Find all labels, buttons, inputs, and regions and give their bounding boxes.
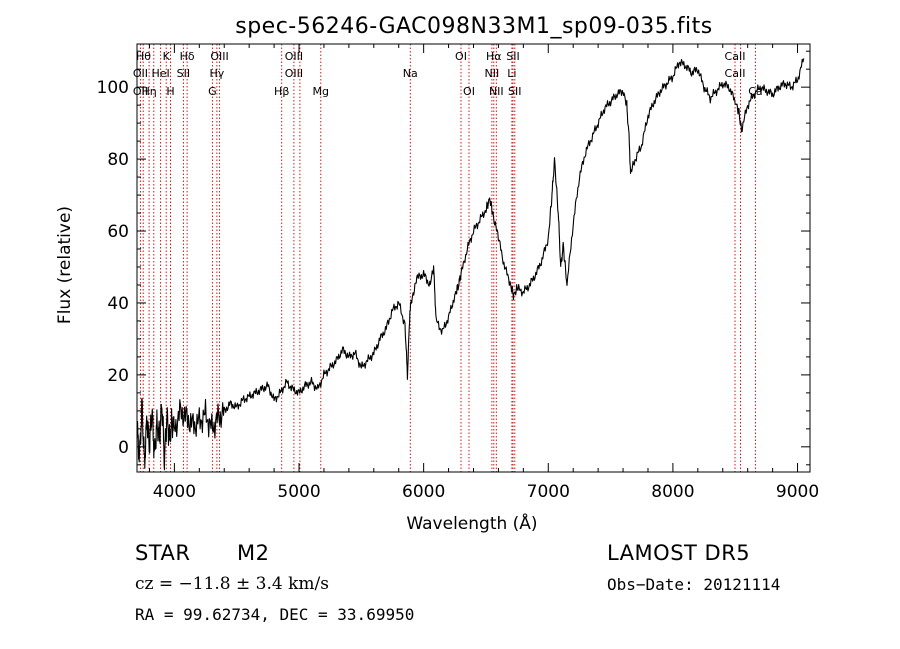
y-tick-label: 0 bbox=[118, 438, 129, 458]
line-label: K bbox=[163, 50, 171, 63]
chart-title: spec-56246-GAC098N33M1_sp09-035.fits bbox=[235, 14, 713, 39]
observation-date: Obs−Date: 20121114 bbox=[607, 575, 781, 594]
y-tick-label: 100 bbox=[97, 78, 129, 98]
y-tick-label: 80 bbox=[107, 150, 129, 170]
x-axis-label: Wavelength (Å) bbox=[406, 512, 537, 534]
axes: 4000 5000 6000 7000 8000 9000 0 20 40 60 80 100 bbox=[97, 44, 819, 502]
line-label: Li bbox=[507, 67, 516, 80]
survey-release: LAMOST DR5 bbox=[607, 541, 751, 565]
line-label: SII bbox=[508, 85, 521, 98]
line-label: OI bbox=[463, 85, 475, 98]
line-label: Hγ bbox=[210, 67, 225, 80]
line-label: Mg bbox=[313, 85, 329, 98]
line-label: Hδ bbox=[180, 50, 195, 63]
line-label: CaII bbox=[725, 67, 746, 80]
redshift-cz: cz = −11.8 ± 3.4 km/s bbox=[135, 574, 329, 594]
object-type: STAR bbox=[135, 541, 191, 565]
line-label: OIII bbox=[285, 50, 303, 63]
spectrum-line bbox=[136, 58, 805, 471]
line-label: Hη bbox=[141, 85, 156, 98]
y-tick-label: 20 bbox=[107, 366, 129, 386]
ra-dec-coordinates: RA = 99.62734, DEC = 33.69950 bbox=[135, 605, 415, 624]
x-tick-label: 8000 bbox=[651, 482, 694, 502]
x-tick-label: 9000 bbox=[776, 482, 819, 502]
y-tick-label: 60 bbox=[107, 222, 129, 242]
y-tick-label: 40 bbox=[107, 294, 129, 314]
spectrum-chart: spec-56246-GAC098N33M1_sp09-035.fits Hθ K… bbox=[55, 14, 819, 534]
line-label: SII bbox=[177, 67, 190, 80]
line-label: NII bbox=[489, 85, 504, 98]
subclass: M2 bbox=[237, 541, 270, 565]
line-label: OIII bbox=[210, 50, 228, 63]
x-tick-label: 4000 bbox=[153, 482, 196, 502]
line-label: CaII bbox=[725, 50, 746, 63]
line-label: HeI bbox=[151, 67, 169, 80]
x-tick-label: 5000 bbox=[277, 482, 320, 502]
line-label: SII bbox=[506, 50, 519, 63]
x-tick-label: 6000 bbox=[402, 482, 445, 502]
line-label: OIII bbox=[285, 67, 303, 80]
line-label: Hα bbox=[486, 50, 502, 63]
line-label: Hβ bbox=[274, 85, 289, 98]
line-markers bbox=[139, 44, 756, 472]
line-label: Hθ bbox=[136, 50, 151, 63]
line-label: OI bbox=[455, 50, 467, 63]
line-label: Na bbox=[403, 67, 418, 80]
y-axis-label: Flux (relative) bbox=[55, 206, 75, 324]
line-label: H bbox=[166, 85, 174, 98]
line-label: NII bbox=[485, 67, 500, 80]
x-tick-label: 7000 bbox=[527, 482, 570, 502]
line-label: G bbox=[208, 85, 217, 98]
